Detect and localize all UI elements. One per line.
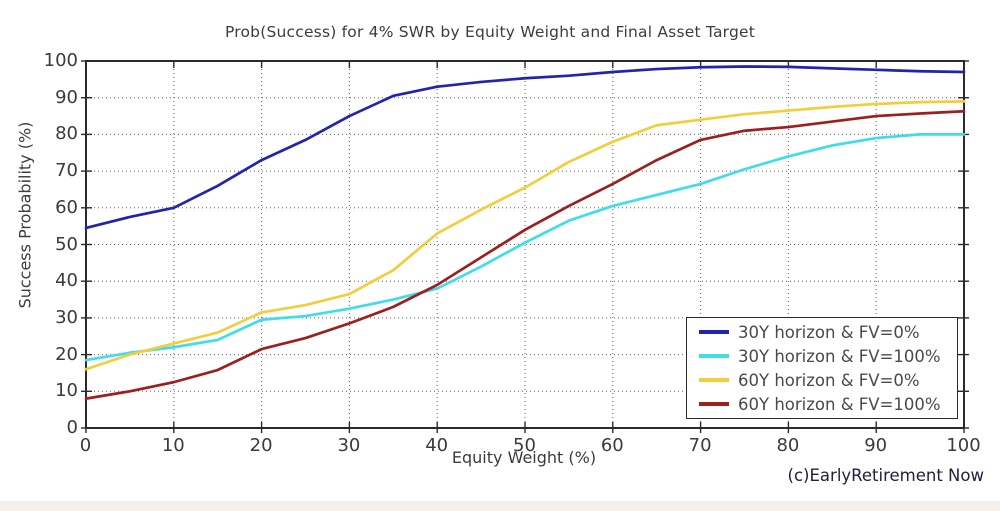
x-tick-label: 0 — [79, 435, 92, 456]
x-tick-label: 90 — [864, 435, 888, 456]
legend-item-3: 60Y horizon & FV=0% — [699, 371, 951, 390]
copyright-text: (c)EarlyRetirement Now — [787, 466, 984, 485]
x-tick-labels: 0 10 20 30 40 50 60 70 80 90 100 — [80, 435, 981, 457]
series-line-2 — [84, 133, 965, 362]
legend-swatch — [699, 330, 729, 334]
series-line-3 — [84, 100, 965, 371]
x-tick-label: 60 — [600, 435, 624, 456]
chart-title: Prob(Success) for 4% SWR by Equity Weigh… — [224, 23, 756, 41]
y-tick-label: 10 — [55, 380, 78, 402]
y-tick-label: 50 — [55, 233, 78, 255]
y-tick-label: 60 — [55, 196, 78, 218]
y-tick-label: 80 — [55, 123, 78, 145]
legend-swatch — [699, 402, 729, 406]
legend-swatch — [699, 378, 729, 382]
legend-label: 60Y horizon & FV=100% — [738, 394, 941, 414]
plot-area — [80, 60, 969, 433]
y-tick-labels: 0 10 20 30 40 50 60 70 80 90 100 — [24, 50, 78, 438]
y-tick-label: 0 — [66, 417, 78, 438]
legend-label: 60Y horizon & FV=0% — [738, 370, 920, 390]
x-tick-label: 50 — [513, 435, 536, 456]
y-tick-label: 30 — [55, 306, 78, 328]
x-tick-label: 100 — [946, 435, 981, 456]
y-tick-label: 90 — [55, 86, 78, 108]
x-tick-label: 70 — [688, 435, 712, 456]
x-tick-label: 20 — [249, 435, 273, 456]
y-tick-label: 100 — [43, 50, 78, 71]
y-tick-label: 70 — [55, 160, 78, 182]
legend-swatch — [699, 354, 729, 358]
x-axis-label: Equity Weight (%) — [451, 448, 597, 467]
x-tick-label: 80 — [776, 435, 800, 456]
bottom-strip — [0, 501, 1000, 511]
series-line-1 — [84, 65, 965, 230]
series-line-4 — [84, 109, 965, 400]
legend-item-4: 60Y horizon & FV=100% — [699, 395, 951, 414]
y-tick-label: 20 — [55, 343, 78, 365]
plot-frame — [84, 60, 965, 429]
x-tick-label: 10 — [161, 435, 185, 456]
legend: 30Y horizon & FV=0% 30Y horizon & FV=100%… — [686, 317, 958, 419]
x-tick-label: 40 — [425, 435, 449, 456]
x-tick-label: 30 — [337, 435, 361, 456]
legend-item-1: 30Y horizon & FV=0% — [699, 323, 951, 342]
legend-label: 30Y horizon & FV=0% — [738, 322, 920, 342]
y-tick-label: 40 — [55, 270, 78, 292]
legend-label: 30Y horizon & FV=100% — [738, 346, 941, 366]
legend-item-2: 30Y horizon & FV=100% — [699, 347, 951, 366]
